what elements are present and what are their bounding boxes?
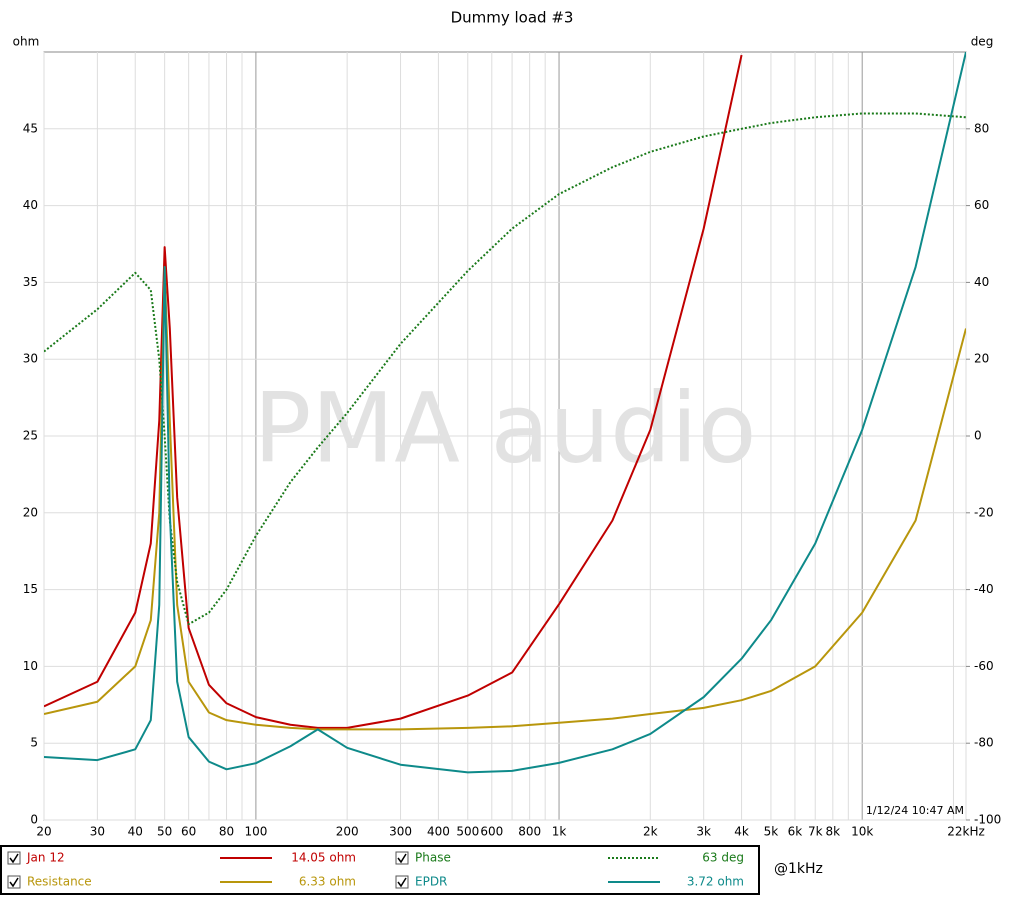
- x-tick-label: 80: [219, 825, 234, 839]
- x-tick-label: 8k: [826, 825, 841, 839]
- y-tick-label: 45: [23, 121, 38, 135]
- x-tick-label: 800: [518, 825, 541, 839]
- y2-tick-label: 80: [974, 121, 989, 135]
- y-tick-label: 20: [23, 505, 38, 519]
- readout-frequency: @1kHz: [774, 861, 823, 877]
- x-tick-label: 50: [157, 825, 172, 839]
- series-line: [44, 52, 966, 774]
- legend-checkbox: [395, 851, 409, 865]
- y-axis-label: ohm: [13, 35, 40, 49]
- legend-readout: 3.72 ohm: [687, 875, 744, 889]
- x-tick-label: 3k: [696, 825, 711, 839]
- legend-readout: 63 deg: [702, 851, 744, 865]
- y2-tick-label: -60: [974, 659, 994, 673]
- legend-checkbox: [7, 851, 21, 865]
- x-tick-label: 20: [36, 825, 51, 839]
- y-tick-label: 35: [23, 275, 38, 289]
- watermark: PMA audio: [254, 372, 757, 484]
- y2-tick-label: 40: [974, 275, 989, 289]
- legend-checkbox: [7, 875, 21, 889]
- y2-tick-label: -20: [974, 505, 994, 519]
- legend-checkmark: [397, 853, 407, 864]
- timestamp: 1/12/24 10:47 AM: [866, 804, 964, 817]
- chart-title: Dummy load #3: [451, 9, 574, 27]
- x-tick-label: 1k: [552, 825, 567, 839]
- x-tick-label: 60: [181, 825, 196, 839]
- y-tick-label: 5: [30, 736, 38, 750]
- x-tick-label: 4k: [734, 825, 749, 839]
- legend-name: Resistance: [27, 875, 92, 889]
- y2-tick-label: 20: [974, 352, 989, 366]
- legend-readout: 14.05 ohm: [291, 851, 356, 865]
- y2-axis-label: deg: [971, 35, 994, 49]
- legend-box: [0, 845, 760, 895]
- x-tick-label: 7k: [808, 825, 823, 839]
- legend-checkmark: [9, 877, 19, 888]
- x-tick-label: 600: [480, 825, 503, 839]
- y2-tick-label: 0: [974, 429, 982, 443]
- legend-checkbox: [395, 875, 409, 889]
- legend-checkmark: [397, 877, 407, 888]
- x-tick-label: 200: [336, 825, 359, 839]
- y-tick-label: 10: [23, 659, 38, 673]
- x-tick-label: 500: [456, 825, 479, 839]
- legend-name: Jan 12: [26, 851, 65, 865]
- y2-tick-label: -80: [974, 736, 994, 750]
- x-tick-label: 300: [389, 825, 412, 839]
- y-tick-label: 15: [23, 582, 38, 596]
- legend-checkmark: [9, 853, 19, 864]
- x-tick-label: 40: [128, 825, 143, 839]
- legend-name: Phase: [415, 851, 451, 865]
- x-tick-label: 22kHz: [947, 825, 985, 839]
- x-tick-label: 30: [90, 825, 105, 839]
- y-tick-label: 0: [30, 813, 38, 827]
- legend-name: EPDR: [415, 875, 447, 889]
- y-tick-label: 30: [23, 352, 38, 366]
- x-tick-label: 5k: [764, 825, 779, 839]
- x-tick-label: 400: [427, 825, 450, 839]
- y-tick-label: 25: [23, 429, 38, 443]
- y2-tick-label: -40: [974, 582, 994, 596]
- series-line: [44, 54, 743, 729]
- y2-tick-label: 60: [974, 198, 989, 212]
- x-tick-label: 6k: [788, 825, 803, 839]
- y-tick-label: 40: [23, 198, 38, 212]
- legend-readout: 6.33 ohm: [299, 875, 356, 889]
- x-tick-label: 10k: [851, 825, 873, 839]
- y2-tick-label: -100: [974, 813, 1001, 827]
- x-tick-label: 2k: [643, 825, 658, 839]
- x-tick-label: 100: [244, 825, 267, 839]
